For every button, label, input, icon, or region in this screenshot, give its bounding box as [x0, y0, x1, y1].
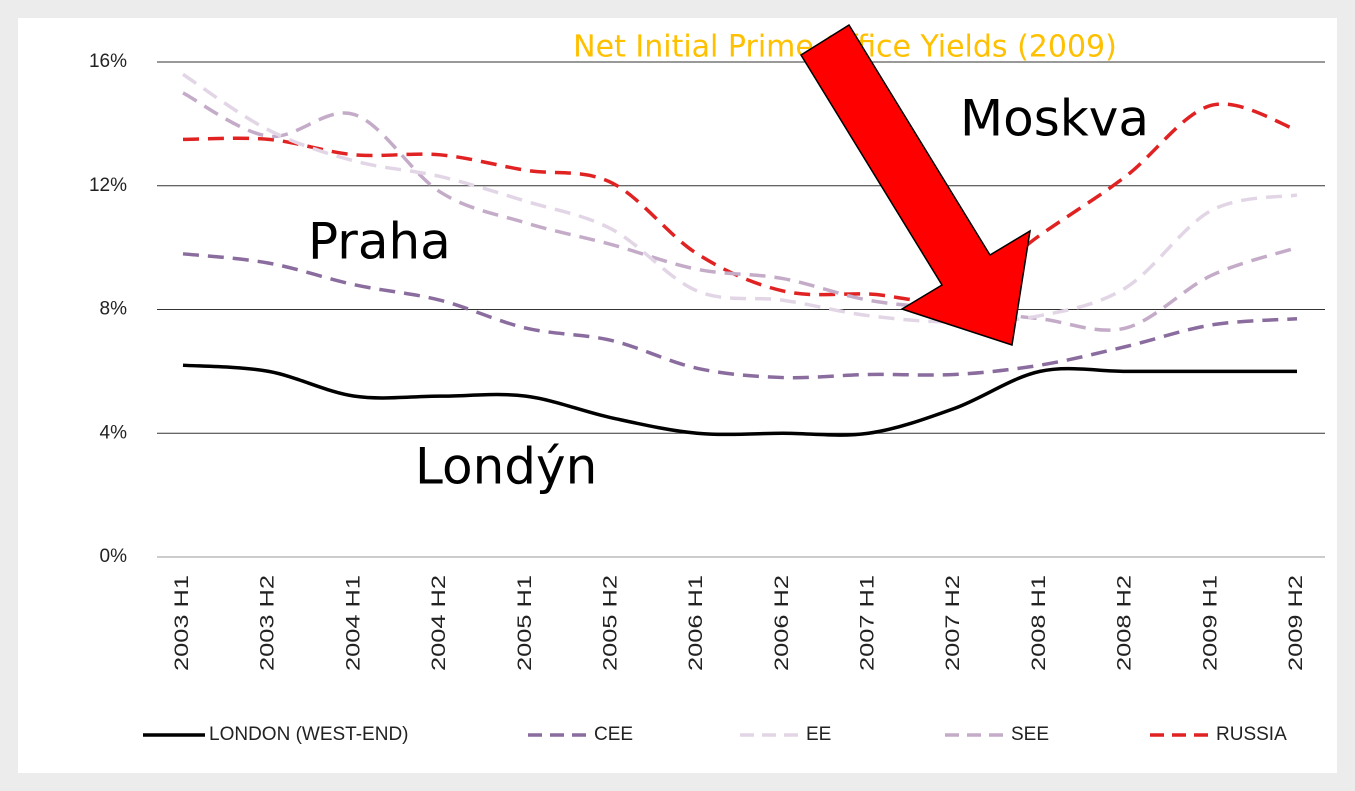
x-tick-label: 2004 H2 [429, 575, 450, 671]
x-tick-label: 2007 H2 [943, 575, 964, 671]
x-tick-label: 2009 H1 [1200, 575, 1221, 671]
legend-label: LONDON (WEST-END) [209, 724, 409, 745]
arrow [799, 23, 1031, 346]
x-tick-label: 2009 H2 [1286, 575, 1307, 671]
series-line [182, 102, 1298, 303]
y-tick-label: 4% [100, 422, 128, 443]
legend-label: EE [806, 724, 831, 745]
x-tick-label: 2006 H1 [686, 575, 707, 671]
annotation: Londýn [415, 438, 597, 496]
x-tick-label: 2008 H2 [1115, 575, 1136, 671]
x-tick-label: 2007 H1 [858, 575, 879, 671]
x-tick-label: 2005 H2 [600, 575, 621, 671]
x-tick-label: 2004 H1 [343, 575, 364, 671]
y-tick-label: 8% [100, 299, 128, 320]
legend-label: CEE [594, 724, 633, 745]
series-line [182, 72, 1298, 324]
y-tick-label: 12% [89, 175, 127, 196]
series-line [182, 363, 1297, 437]
legend-label: RUSSIA [1216, 724, 1287, 745]
y-tick-label: 0% [100, 546, 128, 567]
series-line [182, 91, 1298, 332]
series-line [182, 252, 1298, 380]
x-tick-label: 2003 H2 [258, 575, 279, 671]
chart-background [18, 18, 1337, 773]
plot-area: 0% 4% 8% 12% 16% 2003 H1 2003 H2 2004 H1 2004 H2… [89, 51, 1325, 671]
x-tick-label: 2003 H1 [172, 575, 193, 671]
x-tick-label: 2008 H1 [1029, 575, 1050, 671]
annotation: Moskva [960, 90, 1149, 148]
x-tick-label: 2006 H2 [772, 575, 793, 671]
annotation: Praha [308, 213, 451, 271]
y-tick-label: 16% [89, 51, 127, 72]
x-tick-label: 2005 H1 [515, 575, 536, 671]
legend-label: SEE [1011, 724, 1049, 745]
